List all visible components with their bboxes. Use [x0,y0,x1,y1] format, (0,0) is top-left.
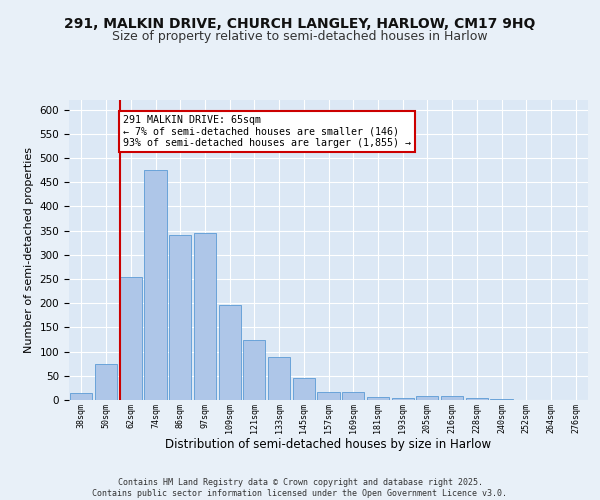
Bar [243,340,265,400]
Bar [466,398,488,400]
Bar [268,358,290,400]
Text: 291 MALKIN DRIVE: 65sqm
← 7% of semi-detached houses are smaller (146)
93% of se: 291 MALKIN DRIVE: 65sqm ← 7% of semi-det… [124,114,412,148]
Bar [416,396,439,400]
Bar [293,378,315,400]
Bar [70,392,92,400]
Bar [169,236,191,400]
Y-axis label: Number of semi-detached properties: Number of semi-detached properties [24,147,34,353]
Bar [145,170,167,400]
Text: Contains HM Land Registry data © Crown copyright and database right 2025.
Contai: Contains HM Land Registry data © Crown c… [92,478,508,498]
Bar [95,364,117,400]
Bar [342,392,364,400]
Bar [392,398,414,400]
X-axis label: Distribution of semi-detached houses by size in Harlow: Distribution of semi-detached houses by … [166,438,491,452]
Bar [441,396,463,400]
Text: Size of property relative to semi-detached houses in Harlow: Size of property relative to semi-detach… [112,30,488,43]
Bar [119,276,142,400]
Bar [490,399,512,400]
Bar [317,392,340,400]
Text: 291, MALKIN DRIVE, CHURCH LANGLEY, HARLOW, CM17 9HQ: 291, MALKIN DRIVE, CHURCH LANGLEY, HARLO… [64,18,536,32]
Bar [194,233,216,400]
Bar [218,304,241,400]
Bar [367,396,389,400]
